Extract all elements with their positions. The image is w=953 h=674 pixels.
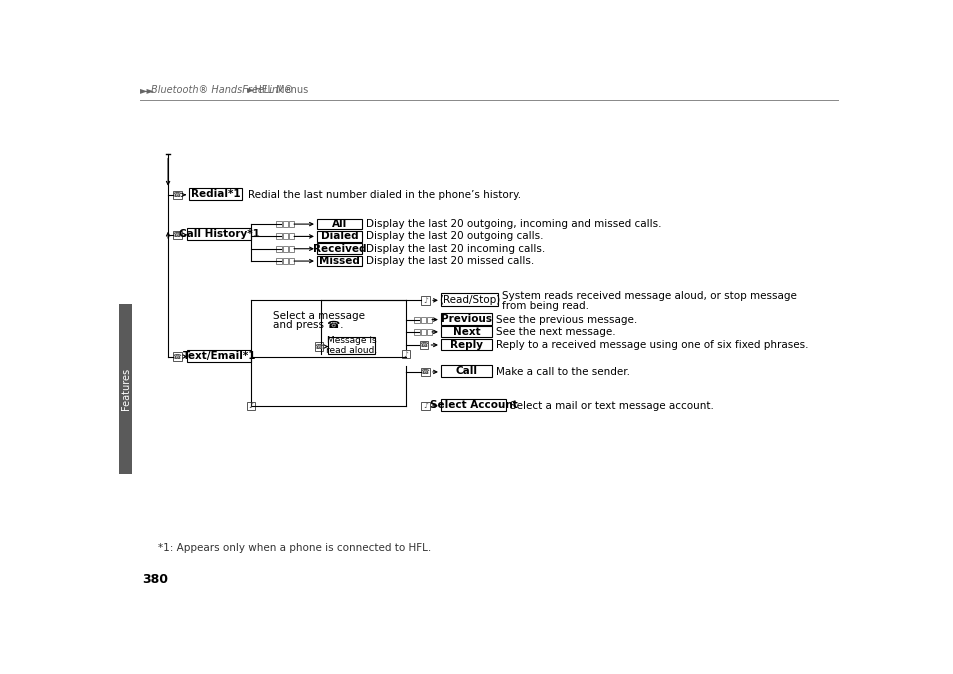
Bar	[289, 233, 294, 239]
Text: Display the last 20 incoming calls.: Display the last 20 incoming calls.	[365, 244, 544, 253]
Bar	[316, 218, 361, 229]
Text: System reads received message aloud, or stop message: System reads received message aloud, or …	[501, 291, 796, 301]
Text: from being read.: from being read.	[501, 301, 589, 311]
Text: See the next message.: See the next message.	[496, 327, 615, 337]
Bar	[276, 258, 282, 264]
Text: Call: Call	[455, 366, 476, 376]
FancyBboxPatch shape	[420, 402, 429, 410]
Bar	[289, 258, 294, 264]
Text: All: All	[332, 219, 347, 229]
FancyBboxPatch shape	[172, 353, 181, 361]
Bar	[289, 246, 294, 251]
Text: 380: 380	[142, 573, 169, 586]
Bar	[276, 246, 282, 251]
Bar	[282, 258, 288, 264]
Text: ☎: ☎	[420, 369, 429, 375]
Bar	[440, 339, 492, 350]
Text: ☎: ☎	[172, 354, 182, 359]
Text: ☎: ☎	[172, 232, 182, 238]
Bar	[420, 317, 426, 323]
Bar	[187, 350, 251, 362]
Bar	[440, 326, 492, 337]
Text: Display the last 20 missed calls.: Display the last 20 missed calls.	[365, 256, 534, 266]
Bar	[420, 329, 426, 335]
Bar	[189, 188, 241, 200]
Text: and press ☎.: and press ☎.	[273, 320, 343, 330]
Text: Call History*1: Call History*1	[178, 229, 259, 239]
Text: Make a call to the sender.: Make a call to the sender.	[496, 367, 629, 377]
Text: ☎: ☎	[419, 342, 428, 348]
Text: Message is
read aloud.: Message is read aloud.	[326, 336, 377, 355]
Bar	[119, 304, 132, 474]
Bar	[328, 337, 375, 355]
Bar	[282, 233, 288, 239]
Text: ☎: ☎	[314, 344, 323, 350]
Text: ♪: ♪	[422, 401, 427, 410]
Text: ►HFL Menus: ►HFL Menus	[247, 85, 308, 95]
Bar	[440, 365, 492, 377]
Text: Missed: Missed	[318, 256, 359, 266]
Bar	[316, 243, 361, 254]
Bar	[282, 221, 288, 227]
Bar	[440, 293, 497, 306]
Text: Redial*1: Redial*1	[191, 189, 240, 199]
Bar	[414, 317, 419, 323]
Text: Reply: Reply	[450, 340, 482, 350]
Text: (Read/Stop): (Read/Stop)	[438, 295, 499, 305]
Text: Select a mail or text message account.: Select a mail or text message account.	[509, 401, 713, 411]
Text: Text/Email*1: Text/Email*1	[182, 350, 255, 361]
Text: See the previous message.: See the previous message.	[496, 315, 637, 325]
Bar	[427, 317, 432, 323]
Text: ♪: ♪	[422, 296, 427, 305]
Text: Next: Next	[452, 326, 479, 336]
FancyBboxPatch shape	[420, 296, 429, 305]
Bar	[276, 233, 282, 239]
Text: Display the last 20 outgoing calls.: Display the last 20 outgoing calls.	[365, 231, 542, 241]
Bar	[276, 221, 282, 227]
Text: Display the last 20 outgoing, incoming and missed calls.: Display the last 20 outgoing, incoming a…	[365, 219, 660, 229]
FancyBboxPatch shape	[314, 342, 323, 350]
Text: ♪: ♪	[249, 401, 253, 410]
Bar	[440, 399, 505, 411]
FancyBboxPatch shape	[247, 402, 255, 410]
FancyBboxPatch shape	[420, 368, 429, 376]
Text: Dialed: Dialed	[320, 231, 357, 241]
Text: Bluetooth® HandsFreeLink®: Bluetooth® HandsFreeLink®	[151, 85, 294, 95]
FancyBboxPatch shape	[419, 341, 428, 349]
FancyBboxPatch shape	[172, 191, 181, 199]
Text: Previous: Previous	[440, 314, 492, 324]
Text: ☎: ☎	[172, 192, 182, 198]
Bar	[427, 329, 432, 335]
Text: Received: Received	[313, 244, 366, 253]
Text: Select Account: Select Account	[429, 400, 517, 410]
Text: Select a message: Select a message	[273, 311, 364, 321]
Bar	[282, 246, 288, 251]
Bar	[316, 231, 361, 242]
Text: ♪: ♪	[403, 350, 408, 359]
Bar	[316, 255, 361, 266]
Text: Redial the last number dialed in the phone’s history.: Redial the last number dialed in the pho…	[248, 190, 520, 200]
FancyBboxPatch shape	[401, 350, 410, 359]
Bar	[289, 221, 294, 227]
Text: Reply to a received message using one of six fixed phrases.: Reply to a received message using one of…	[496, 340, 807, 350]
Bar	[414, 329, 419, 335]
Text: ►►: ►►	[140, 85, 155, 95]
FancyBboxPatch shape	[172, 231, 181, 239]
Text: Features: Features	[121, 368, 131, 410]
Bar	[440, 313, 492, 325]
Bar	[187, 228, 251, 240]
Text: *1: Appears only when a phone is connected to HFL.: *1: Appears only when a phone is connect…	[158, 543, 431, 553]
